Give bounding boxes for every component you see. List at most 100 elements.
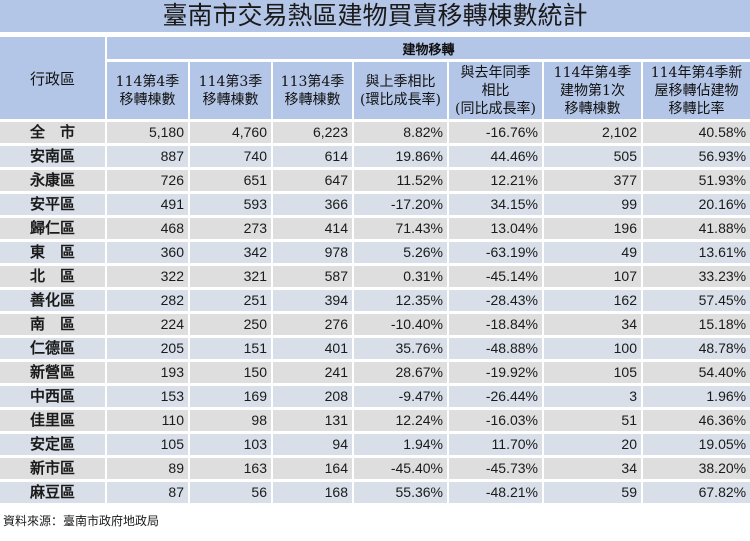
header-line: 移轉棟數 xyxy=(564,100,621,117)
yoy-cell: 44.46% xyxy=(449,146,542,167)
q4-113-cell: 978 xyxy=(273,242,352,263)
region-cell: 安定區 xyxy=(0,434,105,455)
q3-114-cell: 593 xyxy=(190,194,271,215)
header-line: 建物第1次 xyxy=(560,82,625,99)
region-column-header: 行政區 xyxy=(0,37,105,119)
q4-114-cell: 726 xyxy=(107,170,188,191)
q3-114-cell: 163 xyxy=(190,458,271,479)
new-ratio-cell: 48.78% xyxy=(643,338,750,359)
q3-114-cell: 321 xyxy=(190,266,271,287)
region-cell: 新營區 xyxy=(0,362,105,383)
new-ratio-cell: 40.58% xyxy=(643,122,750,143)
q3-114-cell: 150 xyxy=(190,362,271,383)
new-ratio-cell: 1.96% xyxy=(643,386,750,407)
q3-114-cell: 56 xyxy=(190,482,271,503)
q4-114-cell: 468 xyxy=(107,218,188,239)
region-cell: 永康區 xyxy=(0,170,105,191)
qoq-cell: 12.24% xyxy=(354,410,447,431)
new-house-ratio-column-header: 114年第4季新 屋移轉佔建物 移轉比率 xyxy=(643,62,750,119)
yoy-cell: -19.92% xyxy=(449,362,542,383)
first-transfer-cell: 20 xyxy=(544,434,641,455)
table-row: 麻豆區 87 56 168 55.36% -48.21% 59 67.82% xyxy=(0,482,750,503)
new-ratio-cell: 15.18% xyxy=(643,314,750,335)
data-source-note: 資料來源：臺南市政府地政局 xyxy=(3,514,160,528)
yoy-cell: -18.84% xyxy=(449,314,542,335)
q4-114-cell: 5,180 xyxy=(107,122,188,143)
yoy-cell: -28.43% xyxy=(449,290,542,311)
header-line: 與上季相比 xyxy=(365,73,436,90)
header-line: 移轉棟數 xyxy=(284,91,341,108)
first-transfer-cell: 34 xyxy=(544,314,641,335)
region-cell: 南 區 xyxy=(0,314,105,335)
yoy-cell: -48.21% xyxy=(449,482,542,503)
new-ratio-cell: 56.93% xyxy=(643,146,750,167)
q4-114-cell: 491 xyxy=(107,194,188,215)
qoq-cell: 1.94% xyxy=(354,434,447,455)
q4-114-cell: 110 xyxy=(107,410,188,431)
region-cell: 新市區 xyxy=(0,458,105,479)
q4-114-cell: 282 xyxy=(107,290,188,311)
table-row: 東 區 360 342 978 5.26% -63.19% 49 13.61% xyxy=(0,242,750,263)
new-ratio-cell: 41.88% xyxy=(643,218,750,239)
q3-114-cell: 169 xyxy=(190,386,271,407)
qoq-cell: -9.47% xyxy=(354,386,447,407)
table-row: 新營區 193 150 241 28.67% -19.92% 105 54.40% xyxy=(0,362,750,383)
qoq-growth-column-header: 與上季相比 (環比成長率) xyxy=(354,62,447,119)
q4-113-cell: 208 xyxy=(273,386,352,407)
yoy-cell: 13.04% xyxy=(449,218,542,239)
q4-113-cell: 164 xyxy=(273,458,352,479)
new-ratio-cell: 51.93% xyxy=(643,170,750,191)
yoy-cell: 34.15% xyxy=(449,194,542,215)
yoy-cell: -45.14% xyxy=(449,266,542,287)
region-cell: 全 市 xyxy=(0,122,105,143)
qoq-cell: 55.36% xyxy=(354,482,447,503)
yoy-cell: -45.73% xyxy=(449,458,542,479)
table-row: 中西區 153 169 208 -9.47% -26.44% 3 1.96% xyxy=(0,386,750,407)
q4-113-cell: 94 xyxy=(273,434,352,455)
q4-114-cell: 193 xyxy=(107,362,188,383)
header-line: 114第3季 xyxy=(198,73,263,90)
transfer-stats-table: 行政區 建物移轉 114第4季 移轉棟數 114第3季 移轉棟數 113第4季 移轉棟數與… xyxy=(0,34,750,506)
region-cell: 仁德區 xyxy=(0,338,105,359)
yoy-cell: -48.88% xyxy=(449,338,542,359)
header-line: 相比 xyxy=(481,82,510,99)
region-cell: 麻豆區 xyxy=(0,482,105,503)
first-transfer-cell: 99 xyxy=(544,194,641,215)
table-row: 南 區 224 250 276 -10.40% -18.84% 34 15.18% xyxy=(0,314,750,335)
table-row: 歸仁區 468 273 414 71.43% 13.04% 196 41.88% xyxy=(0,218,750,239)
q3-114-transfers-column-header: 114第3季 移轉棟數 xyxy=(190,62,271,119)
q3-114-cell: 651 xyxy=(190,170,271,191)
q4-113-cell: 6,223 xyxy=(273,122,352,143)
q4-113-cell: 394 xyxy=(273,290,352,311)
new-ratio-cell: 57.45% xyxy=(643,290,750,311)
q4-114-cell: 153 xyxy=(107,386,188,407)
first-transfer-cell: 59 xyxy=(544,482,641,503)
q3-114-cell: 4,760 xyxy=(190,122,271,143)
table-row: 新市區 89 163 164 -45.40% -45.73% 34 38.20% xyxy=(0,458,750,479)
q4-113-cell: 131 xyxy=(273,410,352,431)
header-line: 114年第4季新 xyxy=(650,64,743,81)
q4-114-cell: 360 xyxy=(107,242,188,263)
header-line: 移轉棟數 xyxy=(119,91,176,108)
yoy-cell: -16.76% xyxy=(449,122,542,143)
new-ratio-cell: 13.61% xyxy=(643,242,750,263)
q4-113-cell: 168 xyxy=(273,482,352,503)
qoq-cell: 5.26% xyxy=(354,242,447,263)
table-row: 安定區 105 103 94 1.94% 11.70% 20 19.05% xyxy=(0,434,750,455)
qoq-cell: 11.52% xyxy=(354,170,447,191)
qoq-cell: -17.20% xyxy=(354,194,447,215)
q3-114-cell: 251 xyxy=(190,290,271,311)
q4-113-cell: 647 xyxy=(273,170,352,191)
q3-114-cell: 250 xyxy=(190,314,271,335)
header-line: 移轉棟數 xyxy=(202,91,259,108)
first-transfer-cell: 505 xyxy=(544,146,641,167)
header-line: 113第4季 xyxy=(280,73,345,90)
q4-113-cell: 414 xyxy=(273,218,352,239)
header-line: (同比成長率) xyxy=(455,100,536,117)
table-row: 北 區 322 321 587 0.31% -45.14% 107 33.23% xyxy=(0,266,750,287)
q4-114-cell: 105 xyxy=(107,434,188,455)
table-row: 安平區 491 593 366 -17.20% 34.15% 99 20.16% xyxy=(0,194,750,215)
new-ratio-cell: 19.05% xyxy=(643,434,750,455)
q3-114-cell: 740 xyxy=(190,146,271,167)
header-line: 114第4季 xyxy=(115,73,180,90)
